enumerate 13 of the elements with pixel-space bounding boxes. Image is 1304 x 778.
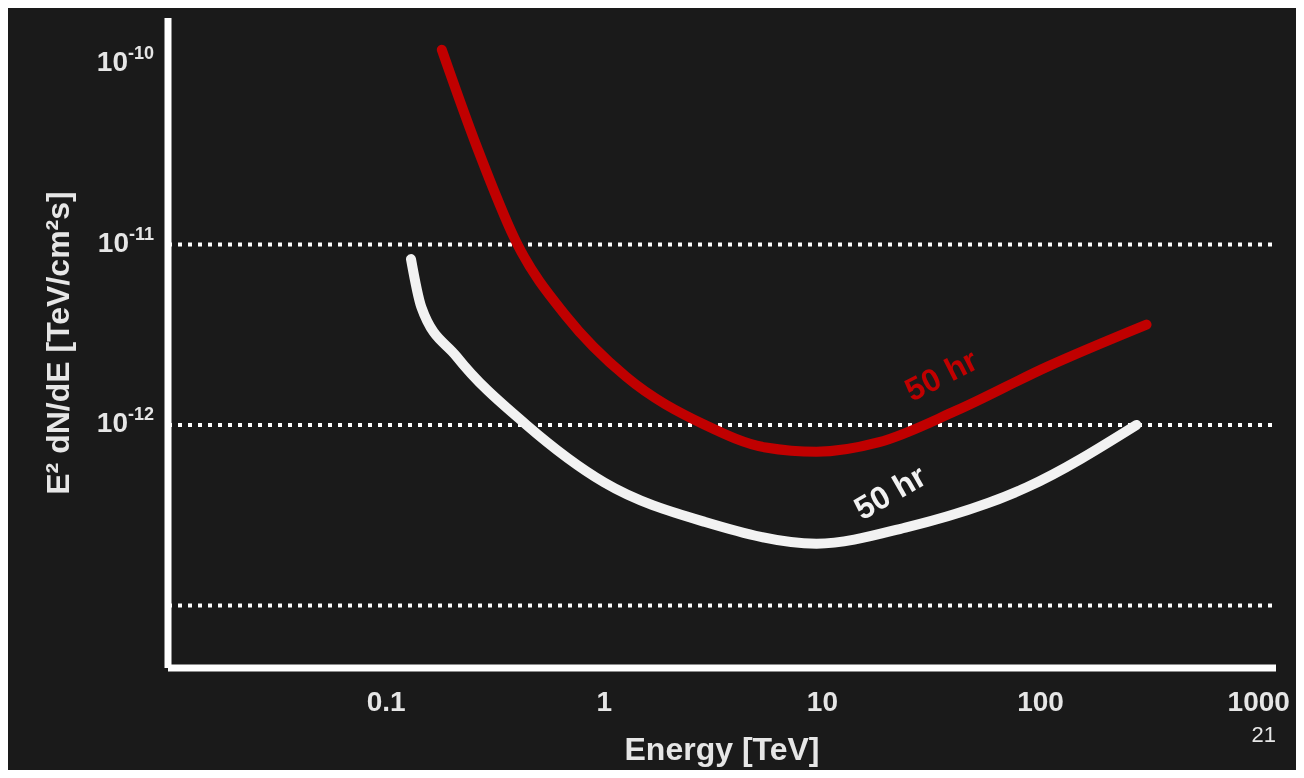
- x-tick-label: 1: [596, 686, 613, 718]
- y-axis-title: E² dN/dE [TeV/cm²s]: [40, 191, 77, 495]
- x-tick-label: 10: [806, 686, 839, 718]
- y-tick-label: 10$^{-11}$: [97, 223, 154, 258]
- y-tick-label: 10$^{-10}$: [96, 42, 154, 78]
- text: 50 hr: [898, 341, 984, 409]
- text: 50 hr: [847, 457, 932, 527]
- text: 21: [1251, 722, 1276, 748]
- x-tick-label: 1000: [1227, 686, 1290, 718]
- x-axis-title: Energy [TeV]: [624, 731, 820, 767]
- x-tick-label: 0.1: [366, 686, 406, 718]
- x-tick-label: 100: [1017, 686, 1064, 718]
- y-tick-label: 10$^{-12}$: [96, 403, 154, 439]
